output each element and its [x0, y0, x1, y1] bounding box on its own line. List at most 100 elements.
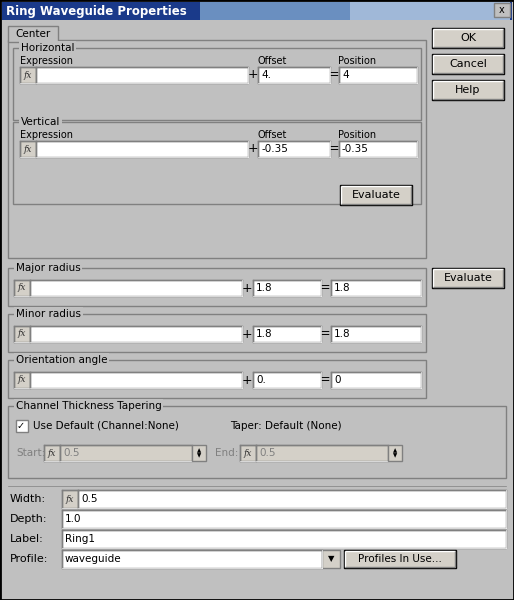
Text: ▼: ▼ — [393, 453, 397, 458]
Bar — [432, 80, 504, 100]
Bar — [192, 445, 206, 461]
Bar — [331, 372, 421, 388]
Bar — [322, 550, 340, 568]
Text: 1.8: 1.8 — [334, 329, 351, 339]
Bar — [256, 445, 388, 461]
Text: Position: Position — [338, 130, 376, 140]
Bar — [30, 326, 242, 342]
Text: Channel Thickness Tapering: Channel Thickness Tapering — [16, 401, 162, 411]
Text: ▼: ▼ — [328, 554, 334, 563]
Bar — [258, 141, 330, 157]
Text: Major radius: Major radius — [16, 263, 81, 273]
Bar — [331, 326, 421, 342]
Bar — [432, 268, 504, 288]
Bar — [331, 280, 421, 296]
Text: x: x — [499, 5, 505, 15]
Text: waveguide: waveguide — [65, 554, 122, 564]
Text: Position: Position — [338, 56, 376, 66]
Bar — [62, 510, 506, 528]
Text: Vertical: Vertical — [21, 117, 60, 127]
Bar — [494, 3, 510, 17]
Text: Depth:: Depth: — [10, 514, 47, 524]
Text: fx: fx — [18, 283, 26, 292]
Bar — [62, 550, 322, 568]
Text: 1.8: 1.8 — [256, 329, 272, 339]
Text: Horizontal: Horizontal — [21, 43, 75, 53]
Text: Cancel: Cancel — [449, 59, 487, 69]
Text: 1.0: 1.0 — [65, 514, 82, 524]
Bar — [388, 445, 402, 461]
Text: fx: fx — [18, 376, 26, 385]
Text: Evaluate: Evaluate — [444, 273, 492, 283]
Text: =: = — [328, 68, 339, 82]
Text: -0.35: -0.35 — [261, 144, 288, 154]
Text: 0.5: 0.5 — [63, 448, 80, 458]
Bar — [20, 67, 36, 83]
Text: =: = — [320, 328, 331, 340]
Text: Taper: Default (None): Taper: Default (None) — [230, 421, 342, 431]
Text: Start:: Start: — [16, 448, 45, 458]
Bar — [14, 326, 30, 342]
Text: fx: fx — [18, 329, 26, 338]
Bar — [340, 185, 412, 205]
Text: Label:: Label: — [10, 534, 44, 544]
Bar — [78, 490, 506, 508]
Text: Offset: Offset — [258, 130, 287, 140]
Bar — [8, 314, 426, 352]
Bar — [36, 141, 248, 157]
Text: =: = — [320, 281, 331, 295]
Bar — [13, 48, 421, 120]
Text: Width:: Width: — [10, 494, 46, 504]
Bar — [20, 141, 36, 157]
Text: Profiles In Use...: Profiles In Use... — [358, 554, 442, 564]
Bar — [30, 280, 242, 296]
Text: fx: fx — [24, 70, 32, 79]
Bar — [339, 141, 417, 157]
Text: Profile:: Profile: — [10, 554, 48, 564]
Bar — [253, 326, 321, 342]
Text: ▲: ▲ — [393, 448, 397, 453]
Bar — [16, 420, 28, 432]
Text: Use Default (Channel:None): Use Default (Channel:None) — [33, 421, 179, 431]
Bar — [8, 360, 426, 398]
Bar — [2, 2, 512, 20]
Bar — [253, 372, 321, 388]
Text: ▼: ▼ — [197, 453, 201, 458]
Text: Ring Waveguide Properties: Ring Waveguide Properties — [6, 4, 187, 17]
Bar — [60, 445, 192, 461]
Bar — [8, 26, 58, 42]
Bar — [62, 490, 78, 508]
Text: 0.5: 0.5 — [81, 494, 98, 504]
Text: =: = — [328, 142, 339, 155]
Bar — [432, 54, 504, 74]
Text: fx: fx — [66, 494, 74, 503]
Text: +: + — [248, 68, 259, 82]
Text: End:: End: — [215, 448, 238, 458]
Bar — [344, 550, 456, 568]
Bar — [200, 2, 510, 20]
Text: Expression: Expression — [20, 130, 73, 140]
Text: Help: Help — [455, 85, 481, 95]
Bar — [350, 2, 510, 20]
Text: -0.35: -0.35 — [342, 144, 369, 154]
Text: Orientation angle: Orientation angle — [16, 355, 107, 365]
Text: Expression: Expression — [20, 56, 73, 66]
Bar — [432, 28, 504, 48]
Text: Ring1: Ring1 — [65, 534, 95, 544]
Text: fx: fx — [244, 449, 252, 457]
Text: 4.: 4. — [261, 70, 271, 80]
Text: OK: OK — [460, 33, 476, 43]
Text: 4: 4 — [342, 70, 348, 80]
Text: =: = — [320, 373, 331, 386]
Bar — [36, 67, 248, 83]
Text: +: + — [242, 373, 252, 386]
Text: +: + — [242, 281, 252, 295]
Text: +: + — [242, 328, 252, 340]
Bar — [14, 280, 30, 296]
Bar — [30, 372, 242, 388]
Text: ✓: ✓ — [17, 421, 25, 431]
Bar — [14, 372, 30, 388]
Text: fx: fx — [48, 449, 56, 457]
Text: Offset: Offset — [258, 56, 287, 66]
Bar — [44, 445, 60, 461]
